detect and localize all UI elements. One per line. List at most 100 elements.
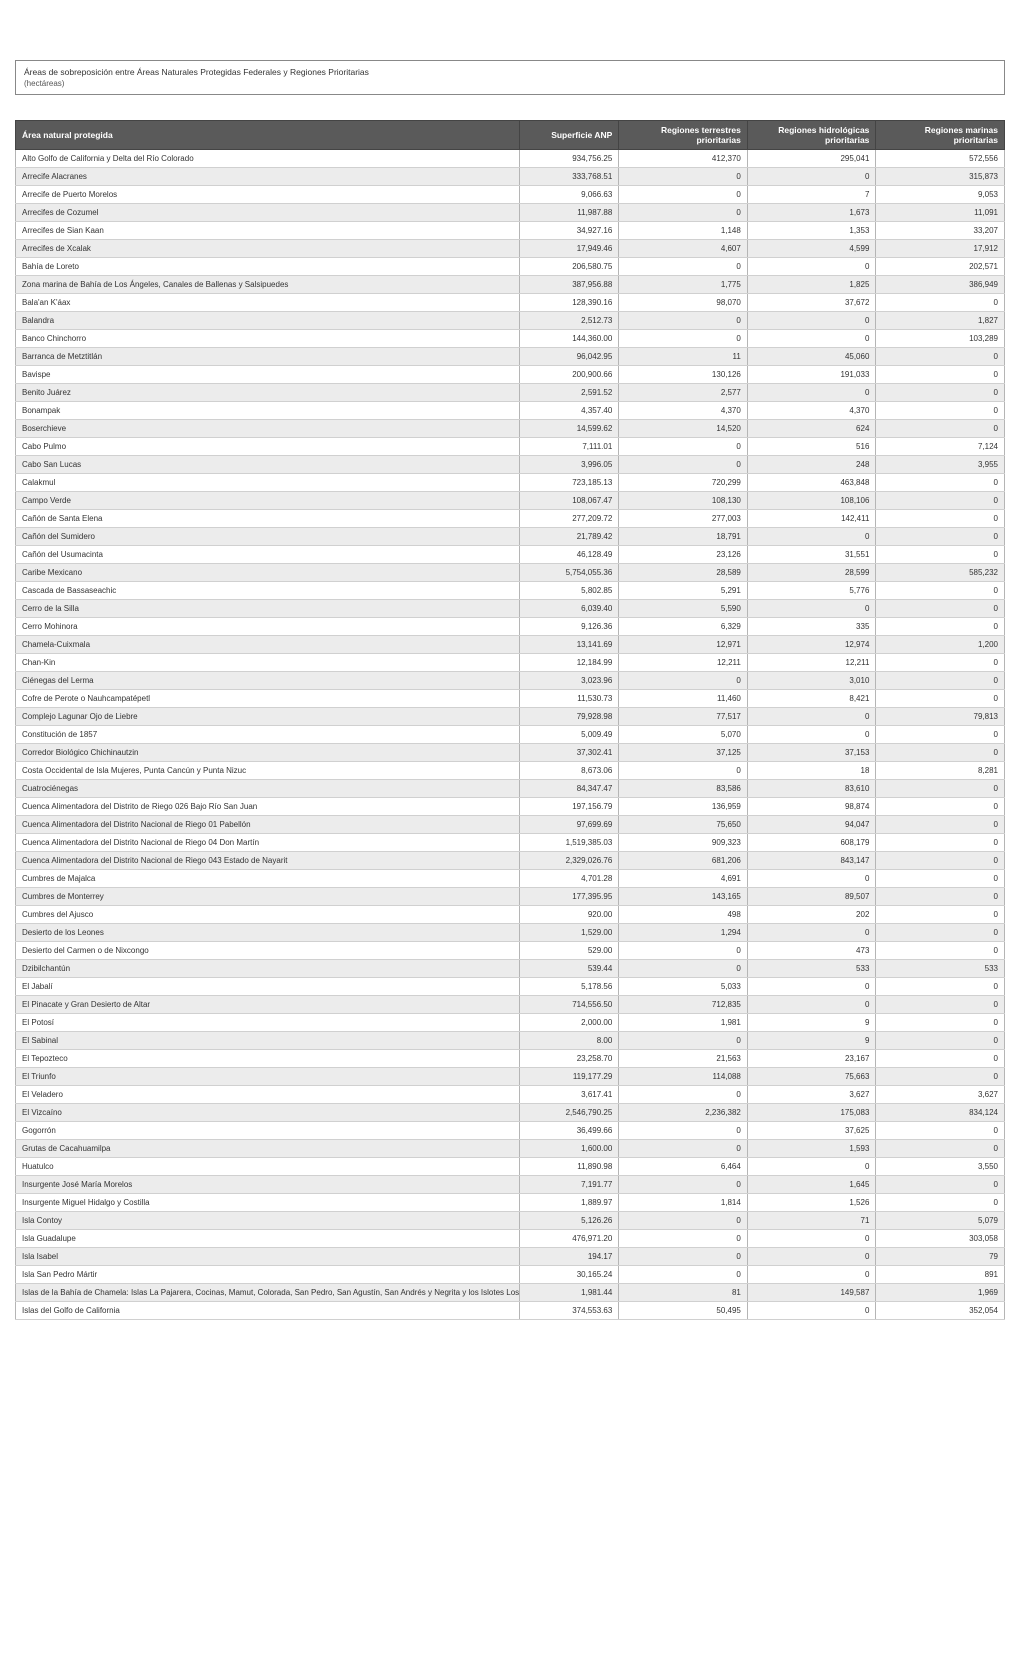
cell-value: 533: [876, 960, 1005, 978]
cell-value: 0: [876, 1068, 1005, 1086]
cell-value: 0: [747, 1302, 876, 1320]
col-hidrologicas: Regiones hidrológicas prioritarias: [747, 121, 876, 150]
col-marinas: Regiones marinas prioritarias: [876, 121, 1005, 150]
cell-value: 0: [876, 528, 1005, 546]
cell-value: 108,106: [747, 492, 876, 510]
table-row: Cuatrociénegas84,347.4783,58683,6100: [16, 780, 1005, 798]
cell-value: 84,347.47: [520, 780, 619, 798]
cell-name: Arrecifes de Sian Kaan: [16, 222, 520, 240]
cell-value: 0: [876, 546, 1005, 564]
cell-name: Zona marina de Bahía de Los Ángeles, Can…: [16, 276, 520, 294]
cell-name: Gogorrón: [16, 1122, 520, 1140]
cell-value: 0: [876, 600, 1005, 618]
cell-value: 3,627: [876, 1086, 1005, 1104]
cell-value: 0: [619, 1140, 748, 1158]
cell-value: 0: [876, 942, 1005, 960]
cell-name: Isla Isabel: [16, 1248, 520, 1266]
cell-value: 0: [876, 852, 1005, 870]
table-row: Grutas de Cacahuamilpa1,600.0001,5930: [16, 1140, 1005, 1158]
cell-value: 108,067.47: [520, 492, 619, 510]
cell-value: 0: [619, 1248, 748, 1266]
cell-name: El Vizcaíno: [16, 1104, 520, 1122]
cell-value: 386,949: [876, 276, 1005, 294]
cell-value: 75,650: [619, 816, 748, 834]
table-row: Cuenca Alimentadora del Distrito de Rieg…: [16, 798, 1005, 816]
cell-value: 0: [876, 690, 1005, 708]
table-row: Constitución de 18575,009.495,07000: [16, 726, 1005, 744]
cell-value: 1,353: [747, 222, 876, 240]
cell-value: 0: [619, 1122, 748, 1140]
table-header-row: Área natural protegida Superficie ANP Re…: [16, 121, 1005, 150]
table-row: Benito Juárez2,591.522,57700: [16, 384, 1005, 402]
cell-value: 11,890.98: [520, 1158, 619, 1176]
cell-value: 0: [619, 456, 748, 474]
table-row: Zona marina de Bahía de Los Ángeles, Can…: [16, 276, 1005, 294]
cell-value: 0: [876, 366, 1005, 384]
cell-value: 0: [876, 780, 1005, 798]
cell-value: 21,789.42: [520, 528, 619, 546]
cell-value: 37,625: [747, 1122, 876, 1140]
cell-value: 2,577: [619, 384, 748, 402]
cell-value: 79,813: [876, 708, 1005, 726]
table-row: Isla Guadalupe476,971.2000303,058: [16, 1230, 1005, 1248]
cell-value: 194.17: [520, 1248, 619, 1266]
cell-value: 5,802.85: [520, 582, 619, 600]
cell-value: 108,130: [619, 492, 748, 510]
cell-value: 98,070: [619, 294, 748, 312]
cell-value: 0: [876, 510, 1005, 528]
cell-value: 17,912: [876, 240, 1005, 258]
cell-value: 7,111.01: [520, 438, 619, 456]
cell-name: Cumbres de Monterrey: [16, 888, 520, 906]
cell-name: Insurgente Miguel Hidalgo y Costilla: [16, 1194, 520, 1212]
cell-value: 374,553.63: [520, 1302, 619, 1320]
cell-value: 9,126.36: [520, 618, 619, 636]
cell-value: 7: [747, 186, 876, 204]
cell-value: 0: [747, 384, 876, 402]
cell-name: Ciénegas del Lerma: [16, 672, 520, 690]
cell-value: 0: [876, 348, 1005, 366]
cell-value: 476,971.20: [520, 1230, 619, 1248]
cell-value: 98,874: [747, 798, 876, 816]
cell-value: 608,179: [747, 834, 876, 852]
cell-value: 412,370: [619, 150, 748, 168]
cell-name: Cascada de Bassaseachic: [16, 582, 520, 600]
cell-value: 1,969: [876, 1284, 1005, 1302]
table-row: El Potosí2,000.001,98190: [16, 1014, 1005, 1032]
cell-value: 5,126.26: [520, 1212, 619, 1230]
cell-value: 17,949.46: [520, 240, 619, 258]
cell-value: 3,550: [876, 1158, 1005, 1176]
cell-value: 0: [876, 654, 1005, 672]
table-row: Cabo San Lucas3,996.0502483,955: [16, 456, 1005, 474]
table-row: Bahía de Loreto206,580.7500202,571: [16, 258, 1005, 276]
cell-value: 149,587: [747, 1284, 876, 1302]
cell-value: 0: [747, 312, 876, 330]
cell-name: Complejo Lagunar Ojo de Liebre: [16, 708, 520, 726]
table-row: Isla Contoy5,126.260715,079: [16, 1212, 1005, 1230]
cell-value: 0: [619, 942, 748, 960]
cell-value: 585,232: [876, 564, 1005, 582]
cell-value: 0: [619, 672, 748, 690]
cell-name: Islas de la Bahía de Chamela: Islas La P…: [16, 1284, 520, 1302]
table-row: El Veladero3,617.4103,6273,627: [16, 1086, 1005, 1104]
cell-value: 3,010: [747, 672, 876, 690]
cell-name: Calakmul: [16, 474, 520, 492]
cell-value: 79: [876, 1248, 1005, 1266]
table-row: Dzibilchantún539.440533533: [16, 960, 1005, 978]
table-row: El Tepozteco23,258.7021,56323,1670: [16, 1050, 1005, 1068]
cell-value: 723,185.13: [520, 474, 619, 492]
cell-value: 533: [747, 960, 876, 978]
cell-value: 0: [619, 330, 748, 348]
table-row: Arrecifes de Xcalak17,949.464,6074,59917…: [16, 240, 1005, 258]
cell-value: 0: [619, 168, 748, 186]
cell-value: 2,591.52: [520, 384, 619, 402]
cell-value: 0: [747, 528, 876, 546]
cell-value: 1,827: [876, 312, 1005, 330]
cell-value: 37,672: [747, 294, 876, 312]
cell-name: El Potosí: [16, 1014, 520, 1032]
cell-value: 45,060: [747, 348, 876, 366]
cell-value: 1,600.00: [520, 1140, 619, 1158]
table-row: Cofre de Perote o Nauhcampatépetl11,530.…: [16, 690, 1005, 708]
table-row: Cerro de la Silla6,039.405,59000: [16, 600, 1005, 618]
col-superficie: Superficie ANP: [520, 121, 619, 150]
cell-value: 37,302.41: [520, 744, 619, 762]
